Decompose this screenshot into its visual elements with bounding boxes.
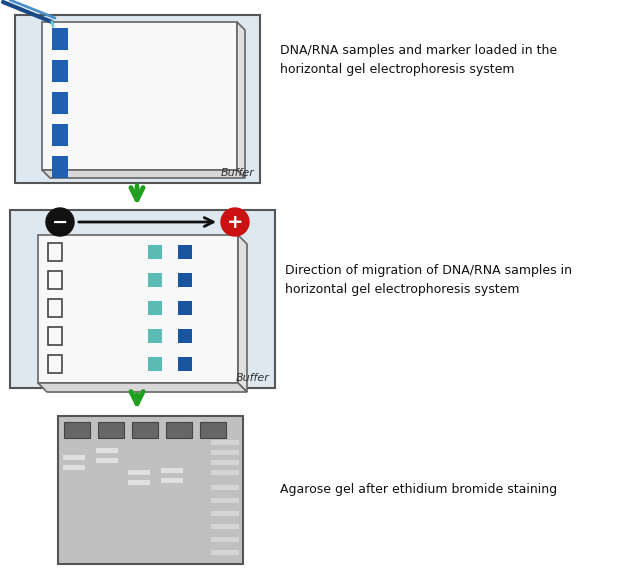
Text: Agarose gel after ethidium bromide staining: Agarose gel after ethidium bromide stain…: [280, 483, 557, 496]
Bar: [58, 416, 243, 564]
Bar: [166, 422, 192, 438]
Bar: [128, 480, 150, 485]
Bar: [63, 455, 85, 460]
Text: Direction of migration of DNA/RNA samples in
horizontal gel electrophoresis syst: Direction of migration of DNA/RNA sample…: [285, 264, 572, 296]
Bar: [148, 357, 162, 371]
Bar: [211, 450, 239, 455]
Polygon shape: [238, 235, 247, 392]
Polygon shape: [42, 170, 245, 178]
Bar: [148, 301, 162, 315]
Bar: [48, 327, 62, 345]
Bar: [48, 299, 62, 317]
Bar: [178, 301, 192, 315]
Bar: [148, 273, 162, 287]
Bar: [48, 355, 62, 373]
Text: DNA/RNA samples and marker loaded in the
horizontal gel electrophoresis system: DNA/RNA samples and marker loaded in the…: [280, 44, 557, 76]
Bar: [52, 92, 68, 114]
Bar: [132, 422, 158, 438]
Bar: [52, 124, 68, 146]
Bar: [98, 422, 124, 438]
Bar: [211, 524, 239, 529]
Bar: [42, 22, 237, 170]
Bar: [52, 156, 68, 178]
Bar: [161, 468, 183, 473]
Bar: [178, 245, 192, 259]
Bar: [211, 440, 239, 445]
Bar: [211, 537, 239, 542]
Bar: [64, 422, 90, 438]
Bar: [211, 550, 239, 555]
Bar: [148, 245, 162, 259]
Bar: [52, 28, 68, 50]
Bar: [10, 210, 275, 388]
Bar: [48, 243, 62, 261]
Text: Buffer: Buffer: [221, 168, 255, 178]
Bar: [128, 470, 150, 475]
Polygon shape: [237, 22, 245, 178]
Bar: [200, 422, 226, 438]
Bar: [178, 273, 192, 287]
Circle shape: [46, 208, 74, 236]
Bar: [211, 460, 239, 465]
Circle shape: [221, 208, 249, 236]
Polygon shape: [38, 383, 247, 392]
Bar: [48, 271, 62, 289]
Text: +: +: [227, 213, 243, 231]
Bar: [161, 478, 183, 483]
Bar: [38, 235, 238, 383]
Bar: [211, 485, 239, 490]
Text: −: −: [52, 213, 68, 231]
Bar: [96, 458, 118, 463]
Bar: [96, 448, 118, 453]
Bar: [148, 329, 162, 343]
Bar: [178, 329, 192, 343]
Bar: [211, 511, 239, 516]
Bar: [178, 357, 192, 371]
Bar: [15, 15, 260, 183]
Bar: [63, 465, 85, 470]
Bar: [211, 470, 239, 475]
Bar: [52, 60, 68, 82]
Bar: [211, 498, 239, 503]
Text: Buffer: Buffer: [236, 373, 270, 383]
